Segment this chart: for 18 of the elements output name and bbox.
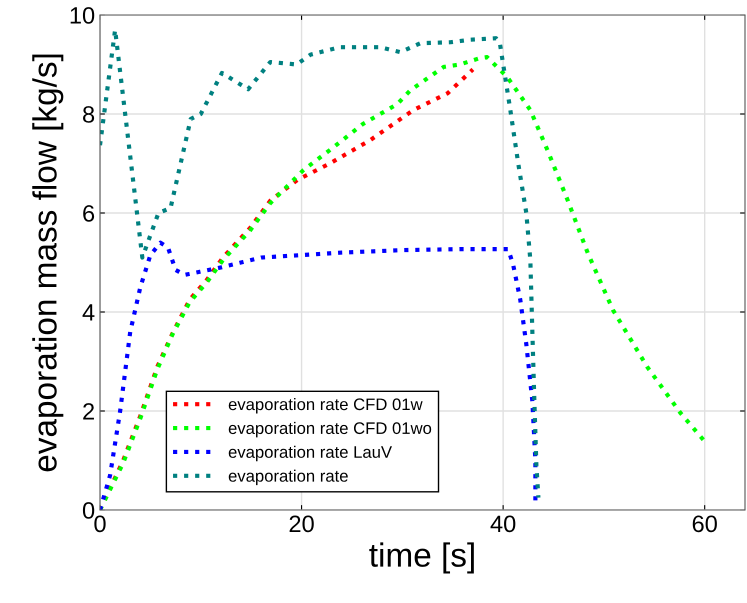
y-tick-label: 4 (82, 304, 94, 321)
x-tick-label: 40 (490, 515, 516, 532)
y-tick-label: 10 (70, 7, 94, 24)
y-tick-label: 8 (83, 106, 94, 123)
x-tick-label: 20 (290, 515, 314, 532)
line-series (100, 54, 706, 510)
legend-label: evaporation rate LauV (228, 446, 392, 462)
legend-label: evaporation rate CFD 01wo (228, 422, 432, 438)
legend-label: evaporation rate (228, 470, 348, 486)
x-axis-title: time [s] (369, 542, 474, 574)
y-axis-title: evaporation mass flow [kg/s] (32, 54, 64, 472)
line-series (100, 240, 538, 510)
x-tick-label: 60 (692, 515, 717, 532)
legend-label: evaporation rate CFD 01w (228, 398, 423, 414)
y-tick-label: 2 (83, 403, 94, 420)
y-tick-label: 6 (83, 205, 94, 222)
x-tick-label: 0 (94, 515, 106, 532)
y-tick-label: 0 (82, 502, 94, 519)
